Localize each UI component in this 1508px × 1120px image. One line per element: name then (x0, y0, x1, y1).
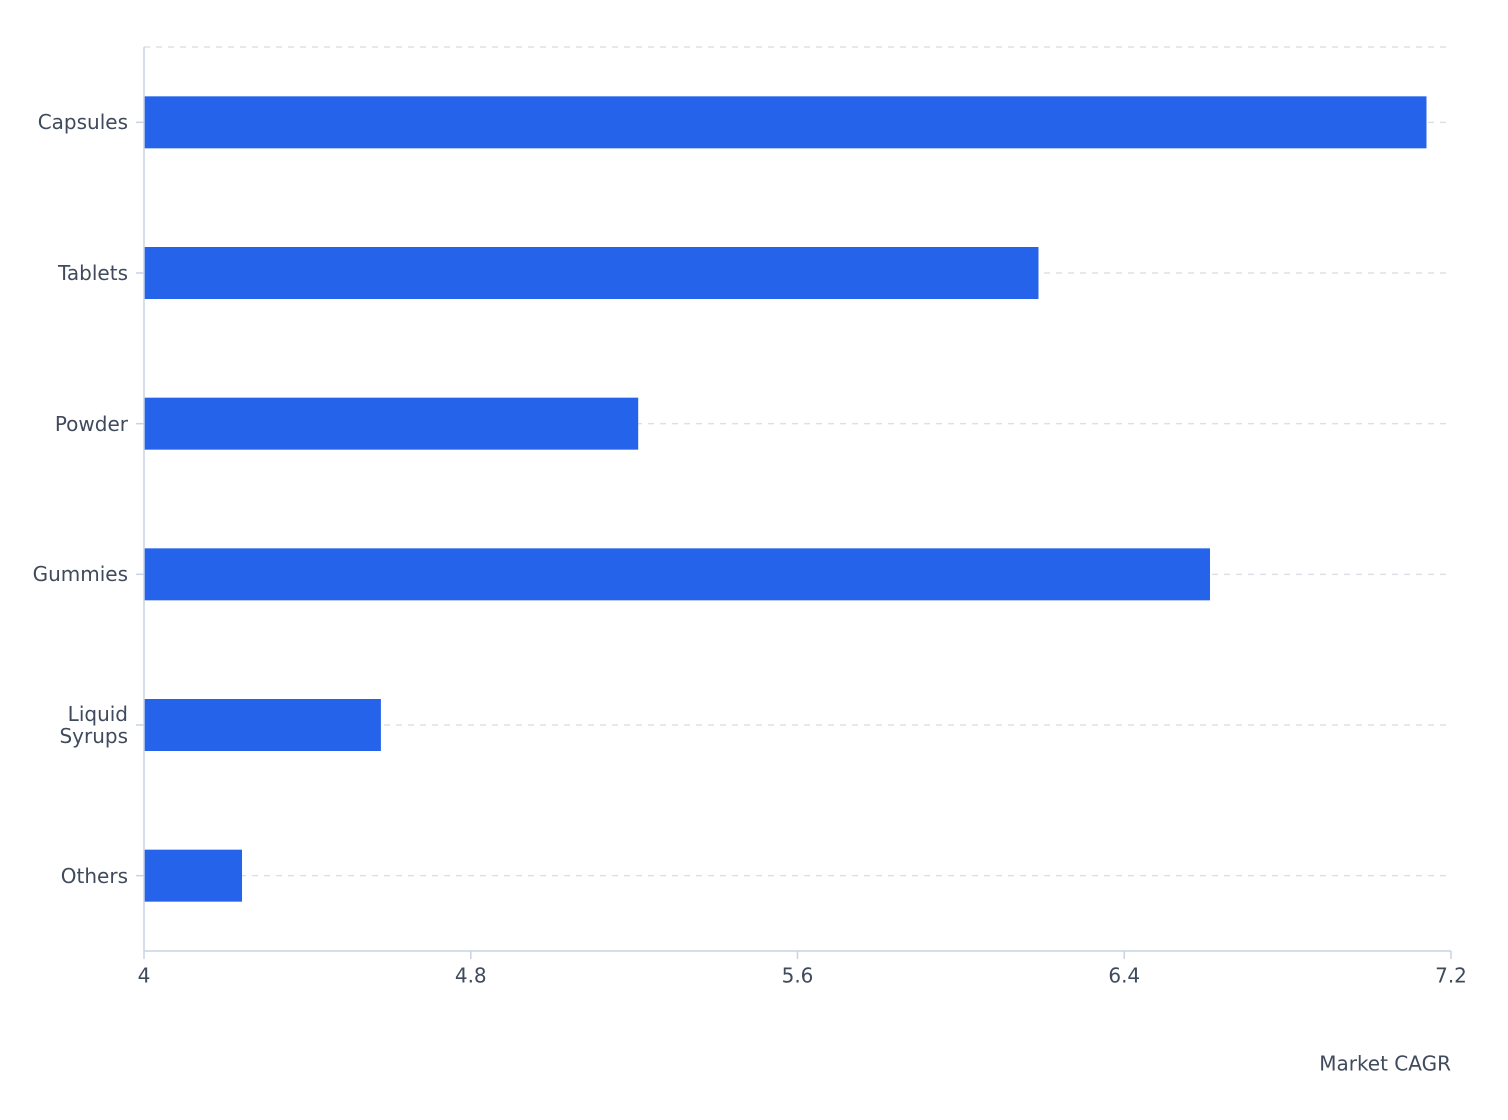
x-tick-label: 7.2 (1435, 964, 1467, 988)
bar (144, 548, 1211, 601)
y-tick-label: Tablets (58, 261, 128, 285)
bar (144, 849, 243, 902)
bar (144, 96, 1427, 149)
bar (144, 397, 639, 450)
x-tick-label: 4 (138, 964, 151, 988)
y-tick-label: Others (60, 863, 128, 888)
y-tick-label: Capsules (37, 110, 128, 135)
x-tick-label: 6.4 (1108, 964, 1140, 988)
x-tick-label: 4.8 (455, 964, 487, 988)
y-tick-label: Liquid Syrups (59, 702, 128, 748)
y-tick-label: Powder (54, 411, 128, 436)
y-tick-label: Gummies (32, 562, 128, 587)
x-axis-label: Market CAGR (1319, 1052, 1451, 1076)
bar (144, 699, 381, 751)
bar (144, 247, 1039, 299)
x-tick-label: 5.6 (782, 964, 814, 988)
